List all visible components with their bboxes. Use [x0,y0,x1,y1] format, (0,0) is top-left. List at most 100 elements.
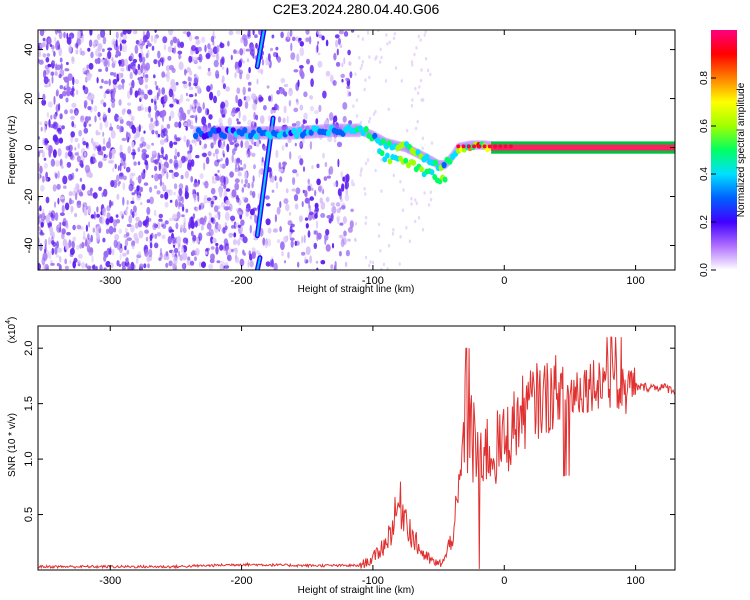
noise-speckle [244,178,248,185]
noise-speckle [379,249,382,253]
noise-speckle [182,237,188,244]
noise-speckle [46,112,50,118]
noise-speckle [195,248,200,256]
track-blob [297,127,303,134]
noise-speckle [203,194,208,204]
colorbar-tick-label: 0.0 [699,263,710,277]
noise-speckle [59,57,63,63]
noise-speckle [121,266,126,270]
noise-speckle [196,39,201,45]
noise-speckle [340,73,346,78]
noise-speckle [199,217,205,225]
noise-speckle [308,200,311,209]
noise-speckle [303,112,308,121]
noise-speckle [352,182,355,187]
noise-speckle [304,190,308,197]
noise-speckle [89,156,94,165]
noise-speckle [299,41,304,47]
noise-speckle [128,215,133,224]
noise-speckle [329,112,334,121]
noise-speckle [278,162,282,170]
noise-speckle [318,104,322,113]
noise-speckle [154,173,159,182]
noise-speckle [122,182,126,191]
noise-speckle [74,137,79,143]
noise-speckle [314,110,319,115]
noise-speckle [301,235,304,244]
noise-speckle [377,30,380,33]
noise-speckle [335,39,339,48]
noise-speckle [159,139,165,145]
noise-speckle [154,242,159,249]
noise-speckle [86,237,91,245]
noise-speckle [244,140,250,149]
noise-speckle [227,134,233,143]
noise-speckle [157,152,160,161]
noise-speckle [177,54,183,60]
noise-speckle [233,232,237,238]
noise-speckle [98,186,102,191]
noise-speckle [130,200,135,204]
noise-speckle [227,117,232,127]
noise-speckle [277,56,281,63]
noise-speckle [204,215,207,222]
noise-speckle [172,84,177,92]
noise-speckle [115,214,119,218]
noise-speckle [146,144,151,150]
noise-speckle [224,99,229,108]
noise-speckle [223,262,229,267]
noise-speckle [105,66,109,72]
noise-speckle [99,85,103,89]
noise-speckle [220,101,226,109]
noise-speckle [155,130,159,135]
track-blob [308,129,314,136]
noise-speckle [94,115,97,123]
noise-speckle [388,40,391,45]
noise-speckle [163,94,168,103]
noise-speckle [189,115,196,119]
noise-speckle [361,60,364,64]
noise-speckle [392,36,396,41]
noise-speckle [180,93,184,103]
noise-speckle [97,111,101,118]
noise-speckle [64,151,68,159]
noise-speckle [193,182,198,188]
noise-speckle [109,199,112,208]
noise-speckle [267,227,272,234]
noise-speckle [162,36,168,44]
noise-speckle [211,180,217,184]
noise-speckle [314,202,319,209]
noise-speckle [325,244,331,252]
top-y-tick-label: 20 [23,92,35,104]
noise-speckle [413,52,416,57]
noise-speckle [170,142,172,147]
noise-speckle [315,220,319,229]
noise-speckle [340,205,346,210]
noise-speckle [58,103,61,111]
noise-speckle [220,182,225,187]
noise-speckle [59,85,64,90]
noise-speckle [243,163,247,170]
noise-speckle [225,188,231,192]
noise-speckle [392,173,395,178]
noise-speckle [288,211,292,216]
noise-speckle [88,247,94,256]
noise-speckle [173,47,176,54]
noise-speckle [214,173,218,177]
colorbar-tick-label: 0.4 [699,167,710,181]
noise-speckle [317,60,323,68]
noise-speckle [414,219,417,224]
noise-speckle [47,101,53,108]
noise-speckle [69,108,74,114]
noise-speckle [116,73,120,82]
top-x-tick-label: 0 [501,275,507,287]
noise-speckle [321,35,325,41]
noise-speckle [185,92,188,97]
noise-speckle [277,239,280,244]
noise-speckle [66,86,71,91]
noise-speckle [178,41,181,49]
noise-speckle [152,159,158,164]
noise-speckle [279,87,284,95]
noise-speckle [222,153,225,158]
noise-speckle [144,159,148,166]
